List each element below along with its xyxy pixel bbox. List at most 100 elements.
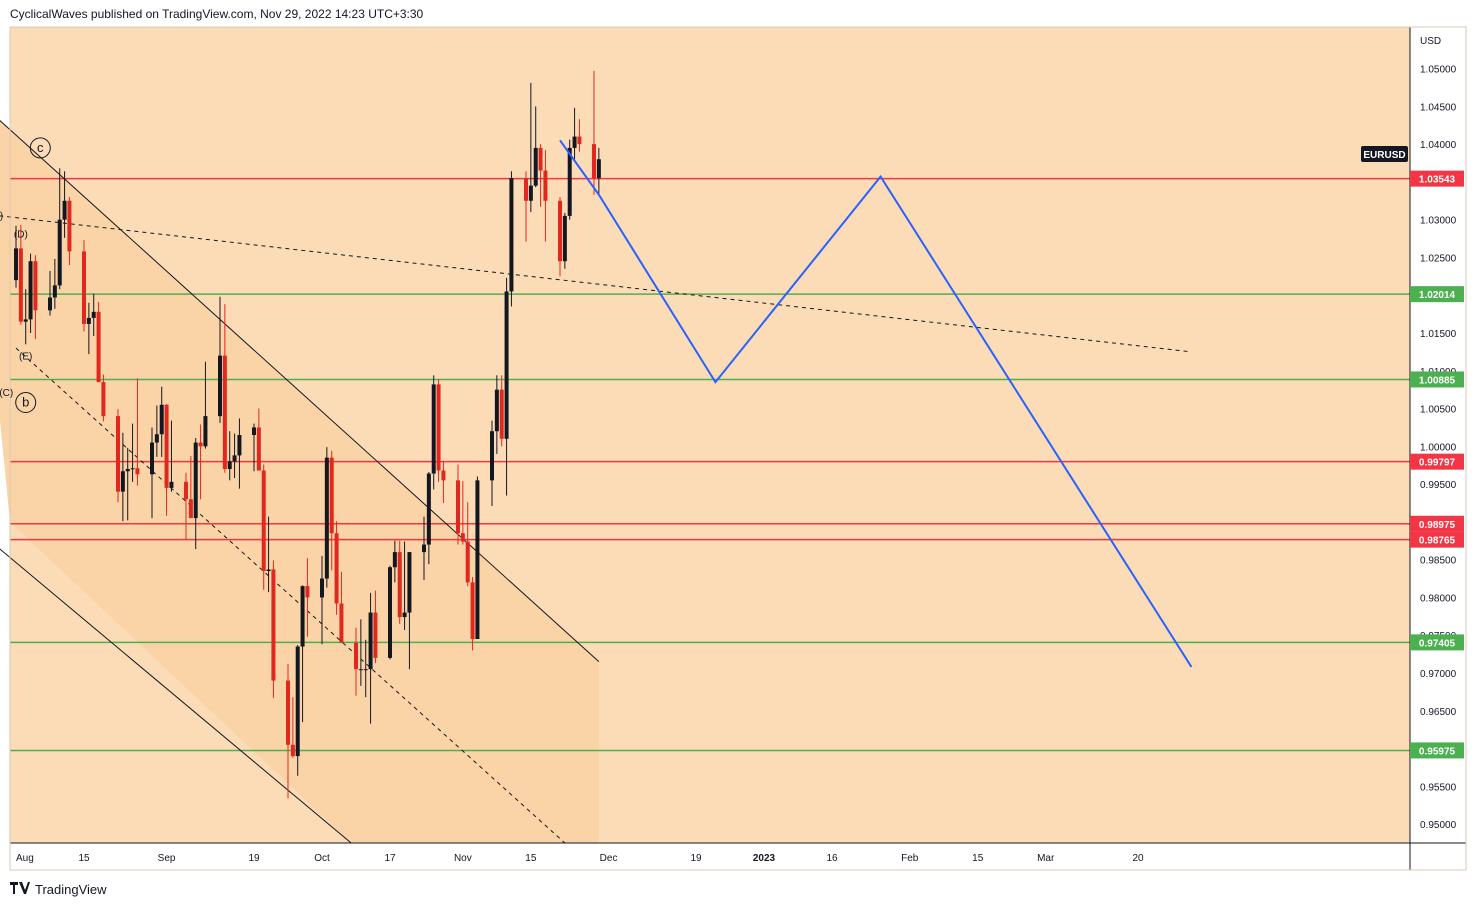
candle-body-34: [237, 435, 242, 456]
candle-body-4: [33, 261, 38, 311]
level-tag-0: [1410, 170, 1464, 187]
candle-body-18: [130, 468, 135, 470]
candle-body-26: [188, 499, 193, 519]
price-tick-10: 1.00000: [1420, 442, 1457, 453]
candle-body-0: [14, 248, 18, 281]
candle-body-50: [354, 642, 358, 670]
channel-mid-line: [15, 347, 566, 844]
candle-body-30: [218, 355, 222, 417]
price-tick-11: 0.99500: [1420, 480, 1457, 491]
price-tick-14: 0.98000: [1420, 593, 1457, 604]
candle-body-31: [222, 355, 227, 469]
price-tick-20: 0.95000: [1420, 820, 1457, 831]
candle-body-63: [436, 384, 441, 471]
chart-frame: [9, 26, 1467, 871]
time-tick-8: Dec: [600, 853, 618, 864]
candle-body-74: [509, 178, 514, 292]
candle-body-56: [392, 552, 397, 568]
time-tick-5: 17: [384, 853, 396, 864]
candle-body-49: [339, 603, 344, 643]
wave-trendline-line: [0, 215, 1192, 353]
candle-body-29: [203, 416, 208, 447]
level-price-label-4: 0.98975: [1419, 520, 1456, 531]
candle-body-28: [198, 442, 203, 447]
candle-body-33: [232, 455, 237, 462]
wave-label-2: (D): [14, 229, 28, 240]
candle-body-55: [388, 567, 392, 658]
time-tick-3: 19: [248, 853, 260, 864]
candle-body-25: [184, 481, 188, 500]
level-tag-1: [1410, 286, 1464, 303]
candle-body-11: [86, 317, 91, 324]
time-tick-14: Mar: [1037, 853, 1055, 864]
candle-body-66: [460, 533, 465, 542]
candle-body-75: [524, 178, 528, 201]
candle-body-52: [363, 669, 368, 671]
candle-body-62: [431, 384, 436, 474]
level-tag-6: [1410, 634, 1464, 651]
candle-body-78: [538, 147, 543, 171]
candle-body-27: [193, 442, 198, 519]
wave-labels: c(B)(D)(E)(C)b): [0, 137, 51, 414]
time-tick-0: Aug: [16, 853, 34, 864]
candle-body-8: [62, 200, 67, 220]
candle-body-48: [334, 533, 339, 604]
level-price-label-1: 1.02014: [1419, 290, 1456, 301]
candle-body-77: [533, 147, 538, 186]
price-tick-13: 0.98500: [1420, 556, 1457, 567]
candle-body-13: [96, 311, 101, 383]
candle-body-80: [558, 200, 562, 262]
candle-body-54: [373, 612, 378, 658]
candle-body-7: [57, 219, 62, 286]
candle-body-79: [543, 170, 548, 201]
candle-body-81: [562, 215, 567, 262]
candle-body-42: [295, 646, 300, 757]
time-tick-11: 16: [826, 853, 838, 864]
candle-body-82: [567, 147, 572, 216]
price-tick-5: 1.02500: [1420, 253, 1457, 264]
time-tick-9: 19: [690, 853, 702, 864]
candle-body-61: [426, 473, 431, 545]
candle-body-21: [154, 434, 159, 443]
channel-fill: [0, 120, 599, 843]
wave-circle-0: [29, 137, 51, 159]
candle-body-19: [135, 468, 140, 475]
candle-body-59: [407, 552, 412, 613]
candle-body-64: [441, 470, 446, 481]
candle-body-36: [256, 427, 261, 471]
level-tag-2: [1410, 371, 1464, 388]
brand-name: TradingView: [35, 882, 107, 897]
level-tag-3: [1410, 453, 1464, 470]
candle-body-23: [164, 404, 169, 488]
candle-body-12: [91, 311, 96, 318]
candle-body-6: [52, 285, 57, 298]
price-tick-7: 1.01500: [1420, 329, 1457, 340]
candle-body-65: [456, 480, 460, 534]
level-price-label-5: 0.98765: [1419, 536, 1456, 547]
candle-body-5: [48, 297, 52, 311]
candle-body-10: [82, 251, 86, 324]
time-tick-1: 15: [78, 853, 90, 864]
candle-body-3: [28, 261, 33, 320]
symbol-tag-label: EURUSD: [1363, 150, 1405, 161]
price-tick-4: 1.03000: [1420, 216, 1457, 227]
candle-body-83: [572, 136, 577, 148]
price-tick-0: 1.05000: [1420, 65, 1457, 76]
trendlines: [0, 119, 1192, 844]
footer-brand[interactable]: TradingView: [10, 882, 107, 897]
time-tick-7: 15: [525, 853, 537, 864]
time-tick-6: Nov: [454, 853, 472, 864]
level-price-label-2: 1.00885: [1419, 375, 1456, 386]
level-price-labels: 1.03543 1.02014 1.00885 0.99797 0.98975 0.987…: [1410, 170, 1464, 759]
time-axis[interactable]: Aug 15 Sep 19 Oct 17 Nov 15 Dec 19 2023 16 Feb 15 Mar 2…: [16, 853, 1144, 864]
candle-body-1: [18, 248, 23, 322]
candle-body-46: [324, 457, 329, 579]
candle-body-40: [286, 680, 290, 745]
candle-body-60: [422, 544, 426, 553]
price-tick-19: 0.95500: [1420, 782, 1457, 793]
wave-circle-5: [15, 392, 37, 414]
level-tag-7: [1410, 742, 1464, 759]
time-tick-15: 20: [1132, 853, 1144, 864]
currency-label: USD: [1420, 36, 1441, 47]
